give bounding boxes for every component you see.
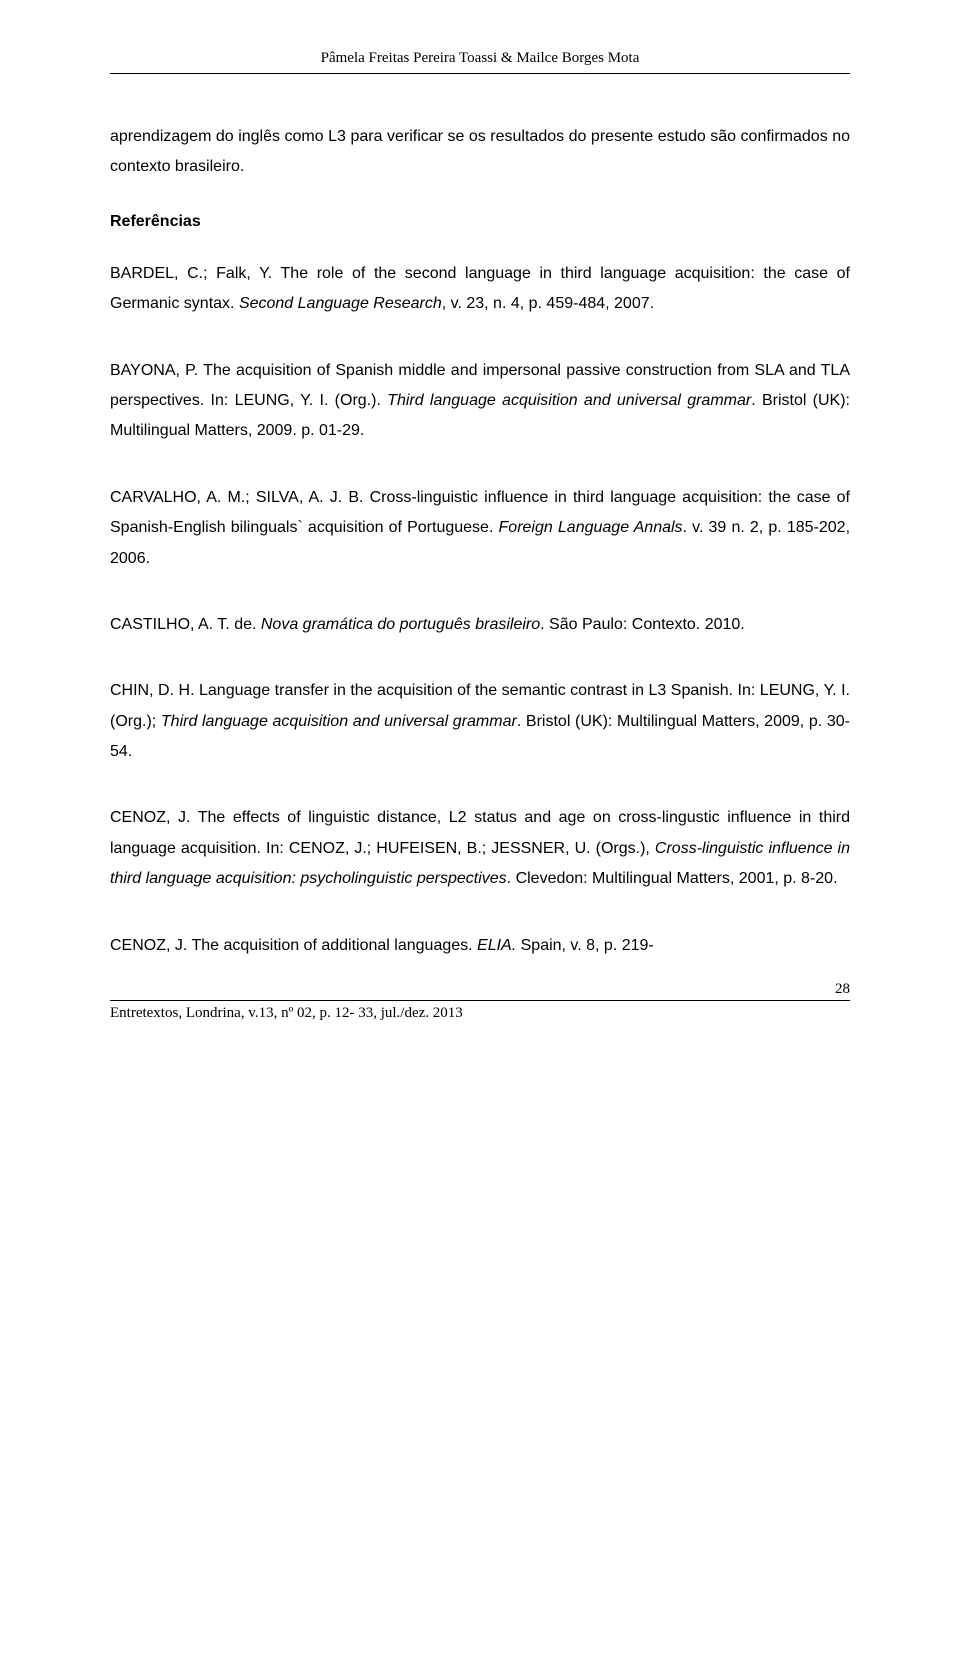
intro-paragraph: aprendizagem do inglês como L3 para veri… bbox=[110, 122, 850, 183]
reference-item: BARDEL, C.; Falk, Y. The role of the sec… bbox=[110, 259, 850, 320]
ref-text: , v. 23, n. 4, p. 459-484, 2007. bbox=[442, 295, 654, 312]
footer-citation: Entretextos, Londrina, v.13, nº 02, p. 1… bbox=[110, 1005, 850, 1022]
ref-text: . São Paulo: Contexto. 2010. bbox=[540, 616, 745, 633]
reference-item: CENOZ, J. The effects of linguistic dist… bbox=[110, 803, 850, 894]
ref-italic: Third language acquisition and universal… bbox=[161, 713, 517, 730]
running-head: Pâmela Freitas Pereira Toassi & Mailce B… bbox=[110, 50, 850, 67]
reference-item: CENOZ, J. The acquisition of additional … bbox=[110, 931, 850, 961]
header-rule bbox=[110, 73, 850, 74]
reference-item: BAYONA, P. The acquisition of Spanish mi… bbox=[110, 356, 850, 447]
ref-italic: Foreign Language Annals bbox=[499, 519, 683, 536]
references-heading: Referências bbox=[110, 213, 850, 231]
reference-item: CARVALHO, A. M.; SILVA, A. J. B. Cross-l… bbox=[110, 483, 850, 574]
footer-rule bbox=[110, 1000, 850, 1001]
ref-text: CENOZ, J. The acquisition of additional … bbox=[110, 937, 477, 954]
ref-text: CASTILHO, A. T. de. bbox=[110, 616, 261, 633]
ref-italic: Third language acquisition and universal… bbox=[387, 392, 751, 409]
ref-text: Spain, v. 8, p. 219- bbox=[516, 937, 654, 954]
ref-italic: ELIA. bbox=[477, 937, 516, 954]
reference-item: CASTILHO, A. T. de. Nova gramática do po… bbox=[110, 610, 850, 640]
ref-italic: Nova gramática do português brasileiro bbox=[261, 616, 540, 633]
ref-text: . Clevedon: Multilingual Matters, 2001, … bbox=[507, 870, 838, 887]
reference-item: CHIN, D. H. Language transfer in the acq… bbox=[110, 676, 850, 767]
page-number: 28 bbox=[110, 981, 850, 998]
ref-italic: Second Language Research bbox=[239, 295, 442, 312]
